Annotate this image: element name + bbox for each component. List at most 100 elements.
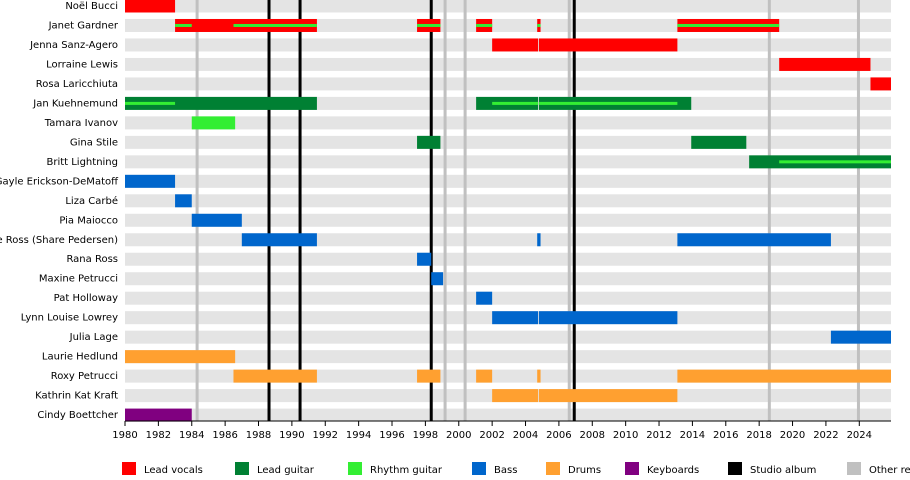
member-name: Lynn Louise Lowrey [21, 313, 118, 324]
role-bar [870, 77, 891, 91]
row-band [125, 272, 891, 286]
member-name: Noël Bucci [65, 1, 118, 12]
x-tick-label: 1998 [413, 430, 438, 441]
x-tick-label: 2008 [580, 430, 605, 441]
role-bar [476, 369, 493, 383]
x-tick-label: 1996 [379, 430, 404, 441]
legend-label: Drums [568, 465, 601, 476]
row-band [125, 77, 891, 91]
role-bar [125, 0, 176, 13]
legend-label: Keyboards [647, 465, 699, 476]
legend-label: Other release [869, 465, 910, 476]
member-name: Laurie Hedlund [42, 352, 118, 363]
role-stripe [417, 23, 441, 27]
x-tick-label: 2004 [513, 430, 538, 441]
role-stripe [538, 101, 678, 105]
legend-swatch [728, 462, 742, 475]
role-bar [191, 213, 242, 227]
x-tick-label: 1984 [179, 430, 204, 441]
x-tick-label: 2012 [646, 430, 671, 441]
x-tick-label: 1992 [313, 430, 338, 441]
member-name: Rosa Laricchiuta [36, 79, 118, 90]
row-band [125, 155, 891, 169]
legend-swatch [546, 462, 560, 475]
role-stripe [537, 23, 541, 27]
role-bar [191, 116, 236, 130]
x-tick-label: 2000 [446, 430, 471, 441]
row-band [125, 291, 891, 305]
member-name: Julia Lage [69, 332, 118, 343]
role-stripe [175, 23, 192, 27]
member-name: Maxine Petrucci [39, 274, 118, 285]
role-stripe [492, 101, 539, 105]
x-tick-label: 2010 [613, 430, 638, 441]
x-tick-label: 2022 [813, 430, 838, 441]
member-name: Lorraine Lewis [46, 59, 118, 70]
row-band [125, 194, 891, 208]
role-bar [492, 389, 539, 403]
role-bar [476, 291, 493, 305]
role-bar [779, 57, 871, 71]
role-bar [538, 38, 678, 52]
role-bar [417, 252, 432, 266]
role-stripe [779, 160, 891, 164]
x-tick-label: 2016 [713, 430, 738, 441]
role-bar [233, 369, 317, 383]
x-tick-label: 1990 [279, 430, 304, 441]
member-name: Gayle Erickson-DeMatoff [0, 176, 119, 187]
row-band [125, 213, 891, 227]
role-bar [125, 350, 236, 364]
row-band [125, 135, 891, 149]
row-band [125, 408, 891, 422]
x-tick-label: 2020 [780, 430, 805, 441]
row-band [125, 330, 891, 344]
role-bar [538, 311, 678, 325]
role-bar [537, 369, 541, 383]
member-name: Gina Stile [70, 137, 118, 148]
role-bar [125, 96, 317, 110]
x-tick-label: 2018 [746, 430, 771, 441]
member-name: Janet Gardner [48, 20, 119, 31]
member-name: Jan Kuehnemund [32, 98, 118, 109]
legend-swatch [235, 462, 249, 475]
role-bar [691, 135, 747, 149]
legend-swatch [122, 462, 136, 475]
role-bar [492, 38, 539, 52]
row-band [125, 0, 891, 13]
legend-swatch [847, 462, 861, 475]
role-bar [125, 408, 192, 422]
row-band [125, 116, 891, 130]
legend-label: Studio album [750, 465, 816, 476]
legend-label: Lead guitar [257, 465, 315, 476]
x-tick-label: 1988 [246, 430, 271, 441]
legend-swatch [472, 462, 486, 475]
x-tick-label: 1982 [146, 430, 171, 441]
member-name: Share Ross (Share Pedersen) [0, 235, 118, 246]
member-name: Roxy Petrucci [51, 371, 118, 382]
x-tick-label: 1980 [112, 430, 137, 441]
role-stripe [125, 101, 176, 105]
row-band [125, 350, 891, 364]
legend-swatch [348, 462, 362, 475]
role-bar [241, 233, 317, 247]
role-stripe [233, 23, 317, 27]
role-bar [830, 330, 891, 344]
role-bar [417, 135, 441, 149]
legend-label: Rhythm guitar [370, 465, 443, 476]
role-bar [537, 233, 541, 247]
role-bar [677, 369, 891, 383]
role-bar [538, 389, 678, 403]
x-tick-label: 1994 [346, 430, 371, 441]
role-bar [125, 174, 176, 188]
member-name: Pia Maiocco [59, 215, 118, 226]
role-bar [175, 194, 192, 208]
member-name: Liza Carbé [65, 195, 118, 207]
role-stripe [476, 23, 493, 27]
x-tick-label: 2006 [546, 430, 571, 441]
legend-label: Lead vocals [144, 465, 203, 476]
role-bar [417, 369, 441, 383]
member-name: Tamara Ivanov [44, 118, 118, 129]
member-name: Jenna Sanz-Agero [29, 40, 118, 51]
row-band [125, 252, 891, 266]
